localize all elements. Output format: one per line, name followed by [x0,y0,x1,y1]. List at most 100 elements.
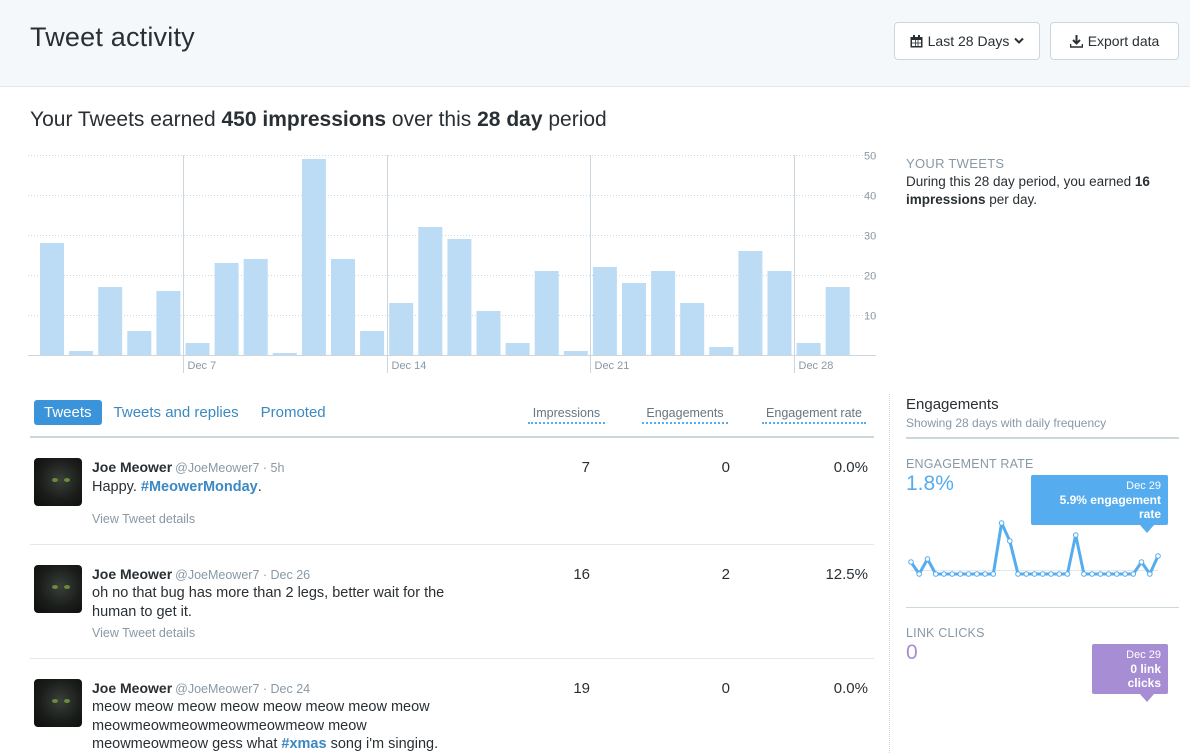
rate-point [1105,571,1112,577]
y-tick-label: 30 [864,231,876,243]
rate-point [949,571,956,577]
chart-bar [767,271,792,355]
chart-bar [447,239,472,355]
date-range-button[interactable]: Last 28 Days [894,22,1040,60]
rate-point [1114,571,1120,577]
tweet-impressions: 7 [581,459,590,476]
chart-bar [505,343,530,355]
chart-bar [214,263,239,355]
link-clicks-value: 0 [906,641,918,664]
chart-bar [40,243,64,355]
your-tweets-panel: YOUR TWEETS During this 28 day period, y… [906,156,1176,209]
rate-point [990,571,997,577]
impressions-count: 450 impressions [221,108,387,131]
chart-bar [592,267,617,355]
rate-point [1048,571,1054,577]
tooltip-text: 5.9% engagement rate [1059,493,1161,521]
chart-bar [156,291,181,355]
rate-point [908,559,914,565]
tab-tweets-and-replies[interactable]: Tweets and replies [113,404,239,421]
avatar[interactable] [34,458,82,506]
rate-point [1130,571,1137,577]
table-header-rule [30,436,874,438]
column-impressions[interactable]: Impressions [528,406,605,424]
export-data-button[interactable]: Export data [1050,22,1179,60]
rate-point [1039,571,1046,577]
tweet-engagement-rate: 0.0% [833,680,868,697]
chart-bar [301,159,326,355]
chart-bar [709,347,734,355]
avatar[interactable] [34,679,82,727]
rate-point [957,571,964,577]
link-clicks-label: LINK CLICKS [906,626,985,640]
rate-point [1097,571,1104,577]
tweet-engagement-rate: 12.5% [825,566,868,583]
tweet-meta: @JoeMeower7 · Dec 24 [175,682,311,696]
tweet-row: Joe Meower @JoeMeower7 · Dec 24 meow meow… [30,659,874,753]
hashtag-link[interactable]: #MeowerMonday [140,479,258,495]
chart-bar [563,351,588,355]
avatar[interactable] [34,565,82,613]
rate-point [1122,571,1128,577]
link-clicks-tooltip: Dec 29 0 link clicks [1092,644,1168,702]
rate-point [1056,571,1062,577]
section-divider [906,607,1179,608]
tab-promoted[interactable]: Promoted [260,404,326,421]
y-tick-label: 20 [864,271,876,283]
rate-point [982,571,988,577]
chart-bar [360,331,385,355]
rate-point [1072,532,1079,538]
x-tick-label: Dec 21 [595,360,630,372]
engagements-subtitle: Showing 28 days with daily frequency [906,416,1179,439]
x-tick-label: Dec 28 [799,360,834,372]
rate-point [1031,571,1038,577]
tweet-meta: @JoeMeower7 · Dec 26 [175,568,311,582]
y-tick-label: 10 [864,311,876,323]
chart-bar [825,287,850,355]
rate-point [1023,571,1030,577]
tweet-text: oh no that bug has more than 2 legs, bet… [92,585,445,620]
chart-bar [622,283,646,355]
header-bar: Tweet activity Last 28 Days Export data [0,0,1190,87]
engagement-rate-line-chart [908,520,1161,577]
x-tick-label: Dec 14 [392,360,427,372]
your-tweets-label: YOUR TWEETS [906,156,1005,171]
tweet-meta: @JoeMeower7 · 5h [175,461,285,475]
rate-point [1138,559,1145,565]
chevron-down-icon [1014,37,1025,44]
chart-bar [738,251,763,355]
chart-bar [272,353,297,355]
chart-bar [331,259,355,355]
rate-point [998,520,1005,526]
chart-bar [69,351,94,355]
rate-point [1155,553,1161,559]
tweet-author-name[interactable]: Joe Meower [92,566,173,582]
engagement-rate-tooltip: Dec 29 5.9% engagement rate [1031,475,1168,533]
tweet-author-name[interactable]: Joe Meower [92,459,173,475]
rate-point [932,571,939,577]
tweet-text: meow meow meow meow meow meow meow meow … [92,699,439,752]
tweet-row: Joe Meower @JoeMeower7 · 5h Happy. #Meowe… [30,438,874,545]
hashtag-link[interactable]: #xmas [281,736,327,752]
rate-point [1007,538,1013,544]
engagement-rate-label: ENGAGEMENT RATE [906,457,1034,471]
chart-bar [418,227,443,355]
column-engagement-rate[interactable]: Engagement rate [762,406,866,424]
engagement-rate-value: 1.8% [906,472,954,495]
rate-point [924,556,931,562]
impressions-summary: Your Tweets earned 450 impressions over … [30,108,607,131]
tab-tweets[interactable]: Tweets [34,400,102,425]
chart-bar [680,303,705,355]
y-tick-label: 40 [864,191,876,203]
view-tweet-details-link[interactable]: View Tweet details [92,626,196,640]
chart-bar [98,287,123,355]
chart-bar [476,311,501,355]
tweet-author-name[interactable]: Joe Meower [92,680,173,696]
tweet-impressions: 19 [573,680,590,697]
column-engagements[interactable]: Engagements [642,406,728,424]
chart-bar [534,271,559,355]
chart-bar [243,259,268,355]
export-label: Export data [1087,33,1160,49]
view-tweet-details-link[interactable]: View Tweet details [92,512,196,526]
chart-bar [651,271,676,355]
